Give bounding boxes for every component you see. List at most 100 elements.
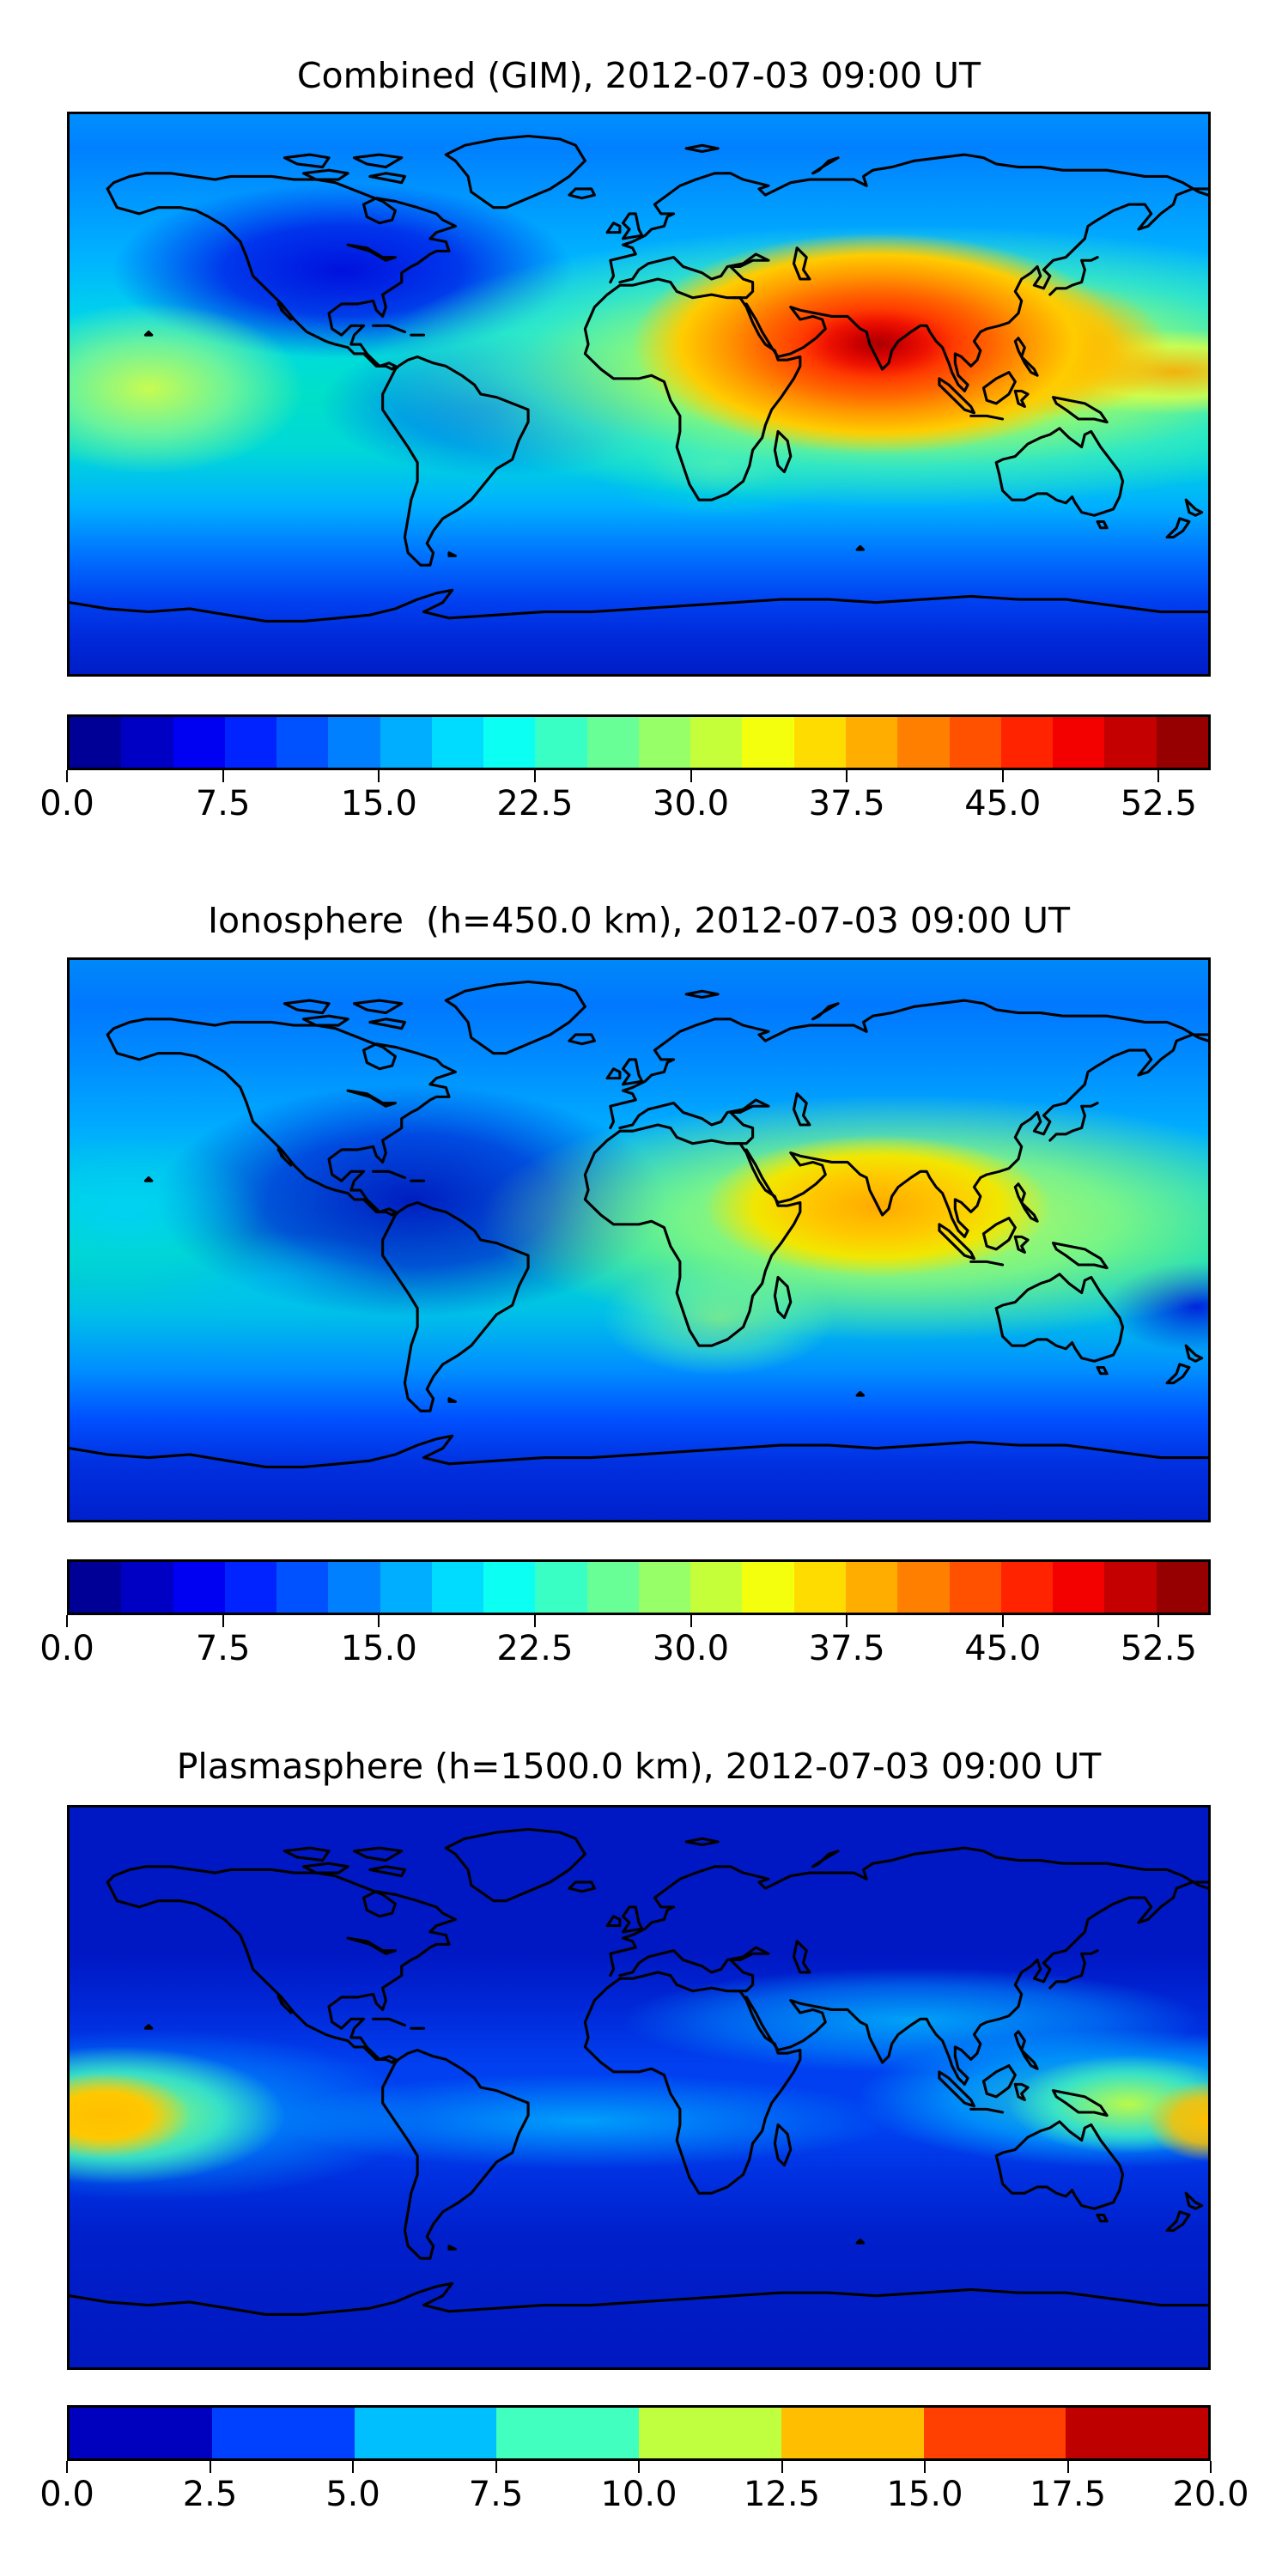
coastline-path bbox=[368, 172, 406, 185]
coastline-path bbox=[447, 594, 1208, 620]
colorbar-tick-mark bbox=[781, 2461, 783, 2473]
coastline-path bbox=[855, 1390, 866, 1397]
colorbar-segment bbox=[586, 717, 639, 768]
colorbar-tick-mark bbox=[66, 770, 68, 782]
map-plasmasphere bbox=[67, 1805, 1211, 2370]
coastline-path bbox=[346, 1089, 397, 1108]
colorbar-tick-label: 12.5 bbox=[743, 2475, 821, 2514]
coastline-path bbox=[447, 2245, 457, 2251]
coastline-path bbox=[609, 153, 1208, 284]
coastline-path bbox=[70, 2281, 454, 2316]
colorbar-segment bbox=[121, 1562, 173, 1613]
colorbar-tick-label: 15.0 bbox=[340, 1629, 417, 1668]
colorbar-segment bbox=[70, 1562, 122, 1613]
colorbar-segment bbox=[690, 1562, 743, 1613]
colorbar-segment bbox=[354, 2408, 497, 2458]
colorbar-segment bbox=[483, 1562, 536, 1613]
coastline-path bbox=[346, 243, 397, 262]
coastline-path bbox=[372, 324, 406, 334]
coastline-path bbox=[276, 1145, 293, 1167]
coastline-path bbox=[143, 1176, 154, 1182]
coastline-path bbox=[994, 427, 1125, 517]
colorbar-segment bbox=[586, 1562, 639, 1613]
colorbar-segment bbox=[690, 717, 743, 768]
coastline-path bbox=[283, 999, 331, 1015]
colorbar-tick-mark bbox=[378, 1615, 380, 1627]
coastline-path bbox=[106, 1865, 457, 2064]
coastline-path bbox=[981, 1217, 1017, 1251]
colorbar-tick-label: 0.0 bbox=[39, 2475, 94, 2514]
colorbar-tick-mark bbox=[1210, 2461, 1212, 2473]
colorbar-tick-mark bbox=[690, 1615, 692, 1627]
coastline-path bbox=[368, 1865, 406, 1878]
colorbar-ionosphere bbox=[67, 1559, 1211, 1615]
colorbar-segment bbox=[793, 717, 846, 768]
colorbar-segment bbox=[845, 717, 898, 768]
coastline-path bbox=[605, 222, 622, 234]
colorbar-tick-label: 7.5 bbox=[195, 784, 251, 823]
coastline-path bbox=[811, 1002, 840, 1021]
colorbar-tick-mark bbox=[690, 770, 692, 782]
colorbar-tick-mark bbox=[533, 1615, 536, 1627]
colorbar-segment bbox=[638, 1562, 691, 1613]
coastline-path bbox=[1165, 1363, 1191, 1385]
colorbar-segment bbox=[70, 2408, 212, 2458]
coastlines-overlay bbox=[70, 134, 1208, 623]
coastline-path bbox=[568, 187, 596, 200]
colorbar-tick-label: 30.0 bbox=[653, 784, 730, 823]
panel-title-ionosphere: Ionosphere (h=450.0 km), 2012-07-03 09:0… bbox=[207, 900, 1071, 941]
coastline-path bbox=[447, 2287, 1208, 2313]
colorbar-tick-mark bbox=[638, 2461, 640, 2473]
coastline-path bbox=[744, 1880, 1208, 2086]
coastline-path bbox=[381, 2048, 530, 2260]
coastline-path bbox=[773, 429, 793, 474]
colorbar-tick-label: 22.5 bbox=[496, 784, 574, 823]
coastline-path bbox=[444, 1827, 586, 1903]
colorbar-segment bbox=[897, 1562, 950, 1613]
coastline-path bbox=[447, 551, 457, 557]
coastline-path bbox=[1048, 1102, 1099, 1142]
colorbar-segment bbox=[431, 717, 484, 768]
colorbar-tick-label: 22.5 bbox=[496, 1629, 574, 1668]
coastline-path bbox=[1013, 1235, 1030, 1255]
colorbar-segment bbox=[224, 1562, 277, 1613]
colorbar-ticks-plasmasphere: 0.0 2.5 5.0 7.5 10.0 12.5 15.0 17.5 20.0 bbox=[39, 2461, 1249, 2530]
colorbar-segment bbox=[328, 1562, 380, 1613]
colorbar-segment bbox=[496, 2408, 639, 2458]
coastline-path bbox=[106, 1018, 457, 1217]
coastline-path bbox=[1048, 1949, 1099, 1990]
coastline-path bbox=[938, 1223, 975, 1261]
panel-title-combined: Combined (GIM), 2012-07-03 09:00 UT bbox=[296, 55, 981, 96]
colorbar-segment bbox=[742, 717, 794, 768]
colorbar-tick-label: 37.5 bbox=[808, 1629, 885, 1668]
coastline-path bbox=[684, 143, 720, 154]
colorbar-tick-mark bbox=[533, 770, 536, 782]
colorbar-tick-label: 15.0 bbox=[886, 2475, 963, 2514]
colorbar-ticks-combined: 0.0 7.5 15.0 22.5 30.0 37.5 45.0 52.5 bbox=[39, 770, 1211, 839]
coastline-path bbox=[609, 999, 1208, 1130]
colorbar-segment bbox=[535, 1562, 587, 1613]
coastline-path bbox=[994, 2120, 1125, 2210]
coastline-path bbox=[352, 1846, 404, 1862]
colorbar-tick-mark bbox=[846, 770, 848, 782]
colorbar-tick-mark bbox=[924, 2461, 926, 2473]
colorbar-segment bbox=[897, 717, 950, 768]
coastline-path bbox=[744, 187, 1208, 392]
coastline-path bbox=[938, 2070, 975, 2108]
colorbar-segment bbox=[949, 717, 1001, 768]
coastlines-overlay bbox=[70, 1827, 1208, 2316]
colorbar-segment bbox=[1104, 1562, 1157, 1613]
colorbar-segment bbox=[380, 717, 432, 768]
colorbar-tick-label: 37.5 bbox=[808, 784, 885, 823]
coastline-path bbox=[346, 1936, 397, 1955]
coastline-path bbox=[381, 1200, 530, 1413]
coastline-path bbox=[568, 1033, 596, 1046]
coastline-path bbox=[70, 1434, 454, 1468]
colorbar-tick-mark bbox=[1066, 2461, 1069, 2473]
coastline-path bbox=[70, 588, 454, 623]
colorbar-tick-label: 17.5 bbox=[1029, 2475, 1107, 2514]
colorbar-segment bbox=[949, 1562, 1001, 1613]
coastline-path bbox=[444, 134, 586, 210]
coastline-path bbox=[855, 2238, 866, 2245]
